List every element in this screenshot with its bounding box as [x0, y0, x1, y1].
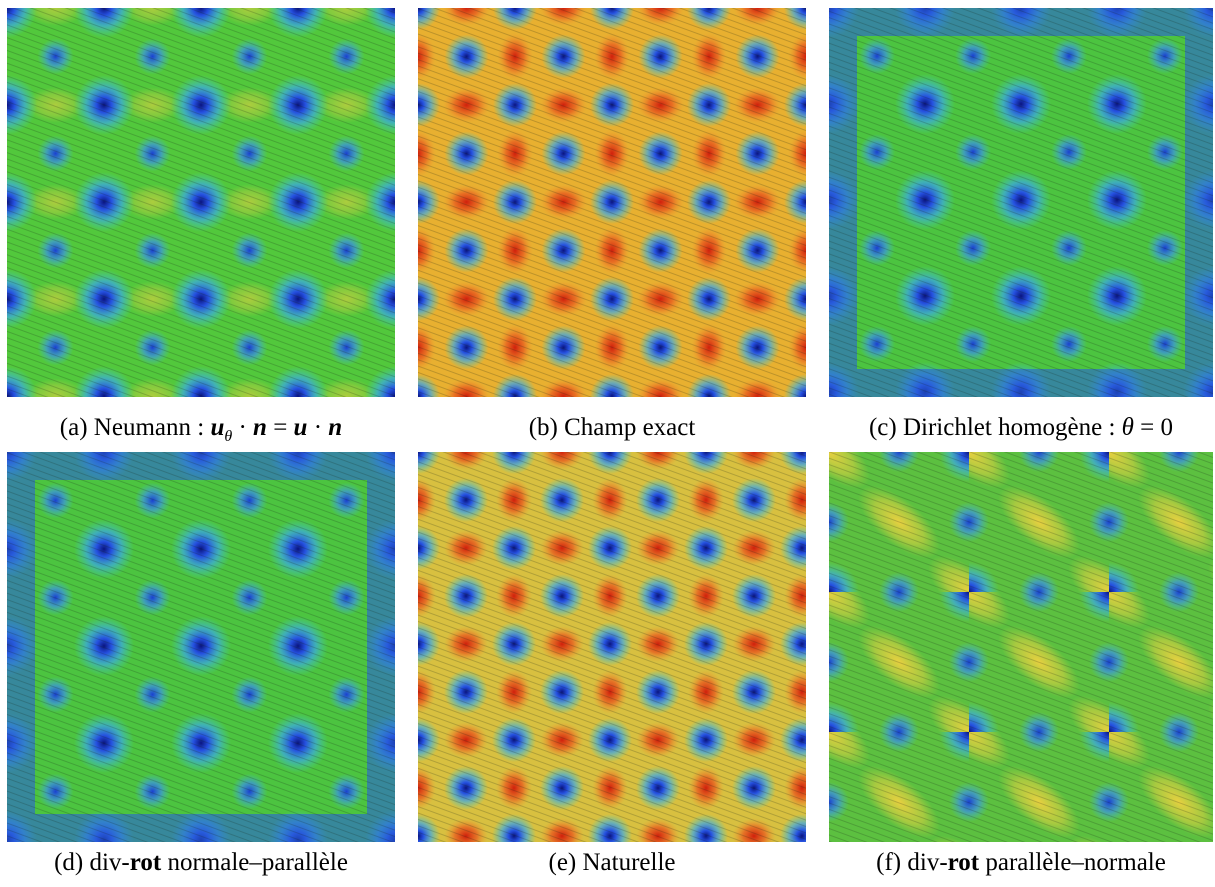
panel-a — [7, 8, 395, 397]
texture — [7, 452, 395, 842]
caption-bold: rot — [947, 849, 980, 876]
caption-math: u — [210, 414, 225, 441]
caption-math: u — [293, 414, 308, 441]
texture — [7, 8, 395, 397]
caption: (d) div-rot normale–parallèle — [54, 849, 348, 877]
panel-f — [829, 452, 1213, 842]
caption-text: parallèle–normale — [979, 849, 1166, 876]
caption-text: (a) Neumann : — [59, 414, 211, 441]
texture — [829, 8, 1213, 397]
caption-math: θ — [224, 428, 233, 445]
texture — [418, 8, 806, 397]
caption-text: (f) div- — [876, 849, 948, 876]
caption-math: = — [266, 414, 294, 441]
caption-text: normale–parallèle — [161, 849, 348, 876]
caption: (b) Champ exact — [529, 414, 696, 442]
panel-e — [418, 452, 806, 842]
caption: (f) div-rot parallèle–normale — [876, 849, 1166, 877]
texture — [829, 452, 1213, 842]
panel-d — [7, 452, 395, 842]
caption-text: (e) Naturelle — [548, 849, 676, 876]
caption-math: θ — [1121, 414, 1134, 441]
caption: (e) Naturelle — [548, 849, 675, 877]
caption-math: n — [253, 414, 267, 441]
caption-math: = 0 — [1133, 414, 1174, 441]
texture — [418, 452, 806, 842]
caption: (c) Dirichlet homogène : θ = 0 — [869, 414, 1173, 442]
caption-math: · — [307, 414, 329, 441]
caption-text: (d) div- — [54, 849, 130, 876]
panel-c — [829, 8, 1213, 397]
caption-text: (c) Dirichlet homogène : — [868, 414, 1122, 441]
caption: (a) Neumann : uθ · n = u · n — [60, 414, 342, 446]
caption-bold: rot — [129, 849, 162, 876]
caption-text: (b) Champ exact — [528, 414, 696, 441]
caption-math: · — [232, 414, 254, 441]
panel-b — [418, 8, 806, 397]
caption-math: n — [328, 414, 343, 441]
